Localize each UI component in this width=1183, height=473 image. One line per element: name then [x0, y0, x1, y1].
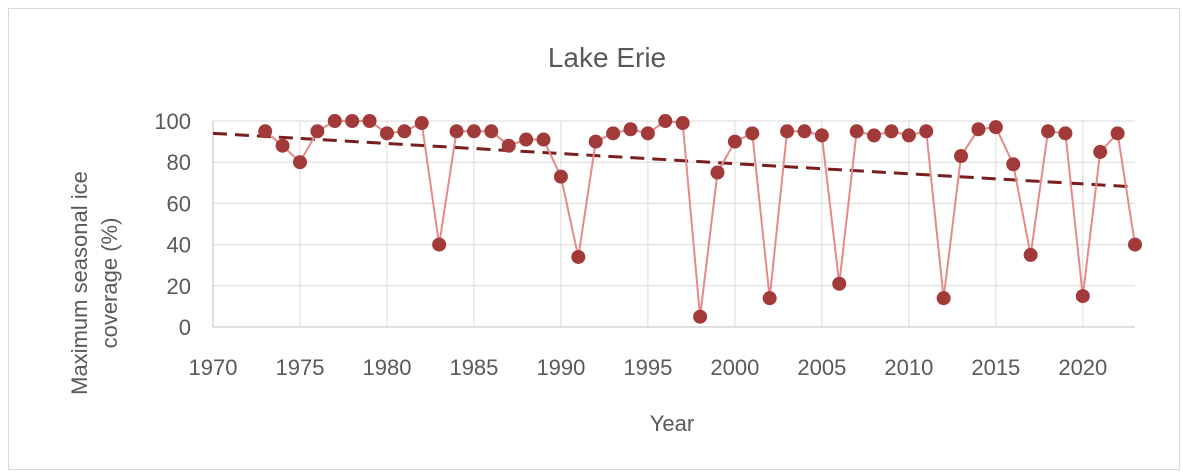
chart-title: Lake Erie	[548, 42, 666, 73]
chart-svg: Lake Erie 0 20 40 60 80 100 1970 1975 1980 1985 19…	[67, 42, 1142, 436]
data-point	[258, 124, 273, 139]
data-point	[762, 291, 777, 306]
data-point	[571, 249, 586, 264]
data-point	[623, 122, 638, 137]
data-point	[919, 124, 934, 139]
data-point	[536, 132, 551, 147]
data-point	[275, 138, 290, 153]
data-point	[797, 124, 812, 139]
data-point	[780, 124, 795, 139]
x-tick-label: 2020	[1058, 355, 1107, 380]
data-point	[501, 138, 516, 153]
data-point	[814, 128, 829, 143]
data-point	[745, 126, 760, 141]
y-axis-title-text: Maximum seasonal ice coverage (%)	[67, 171, 122, 395]
y-tick-label: 60	[167, 191, 191, 216]
y-tick-label: 40	[167, 233, 191, 258]
data-point	[379, 126, 394, 141]
data-point	[849, 124, 864, 139]
x-tick-label: 1980	[362, 355, 411, 380]
data-point	[988, 120, 1003, 135]
data-point	[901, 128, 916, 143]
data-point	[1093, 144, 1108, 159]
data-point	[292, 155, 307, 170]
y-tick-label: 80	[167, 150, 191, 175]
data-point	[588, 134, 603, 149]
x-tick-label: 2000	[710, 355, 759, 380]
data-point	[1058, 126, 1073, 141]
x-tick-label: 2005	[797, 355, 846, 380]
chart-frame: Lake Erie 0 20 40 60 80 100 1970 1975 1980 1985 19…	[8, 8, 1180, 470]
tick-labels: 0 20 40 60 80 100 1970 1975 1980 1985 1990 1995 2000…	[154, 109, 1107, 380]
data-point	[327, 114, 342, 128]
data-point	[936, 291, 951, 306]
data-point	[710, 165, 725, 180]
data-point	[345, 114, 360, 128]
y-tick-label: 0	[179, 315, 191, 340]
data-point	[971, 122, 986, 137]
data-point	[1023, 247, 1038, 262]
x-tick-label: 1970	[189, 355, 238, 380]
data-point	[1075, 289, 1090, 304]
data-point	[397, 124, 412, 139]
data-point	[727, 134, 742, 149]
axes	[212, 121, 1135, 328]
data-point	[553, 169, 568, 184]
data-point	[432, 237, 447, 252]
x-tick-label: 1990	[536, 355, 585, 380]
data-point	[640, 126, 655, 141]
data-point	[1041, 124, 1056, 139]
data-point	[884, 124, 899, 139]
trendline	[212, 131, 1136, 189]
data-point	[484, 124, 499, 139]
trendline-layer	[212, 131, 1136, 189]
data-point	[1110, 126, 1125, 141]
data-point	[675, 116, 690, 131]
data-point	[414, 116, 429, 131]
series-layer	[258, 114, 1142, 324]
x-tick-label: 1995	[623, 355, 672, 380]
data-point	[449, 124, 464, 139]
data-point	[832, 276, 847, 291]
data-point	[519, 132, 534, 147]
data-point	[310, 124, 325, 139]
x-tick-label: 2015	[971, 355, 1020, 380]
data-point	[867, 128, 882, 143]
x-tick-label: 1985	[449, 355, 498, 380]
data-point	[466, 124, 481, 139]
gridlines	[213, 120, 1135, 327]
y-tick-label: 100	[154, 109, 191, 134]
series-line	[264, 119, 1136, 317]
data-point	[362, 114, 377, 128]
data-point	[954, 149, 969, 164]
x-tick-label: 2010	[884, 355, 933, 380]
y-axis-title: Maximum seasonal ice coverage (%)	[67, 171, 122, 395]
data-point	[1128, 237, 1142, 252]
data-point	[658, 114, 673, 128]
data-point	[606, 126, 621, 141]
y-tick-label: 20	[167, 274, 191, 299]
data-point	[693, 309, 708, 324]
x-tick-label: 1975	[276, 355, 325, 380]
x-axis-title: Year	[650, 411, 694, 436]
data-point	[1006, 157, 1021, 172]
